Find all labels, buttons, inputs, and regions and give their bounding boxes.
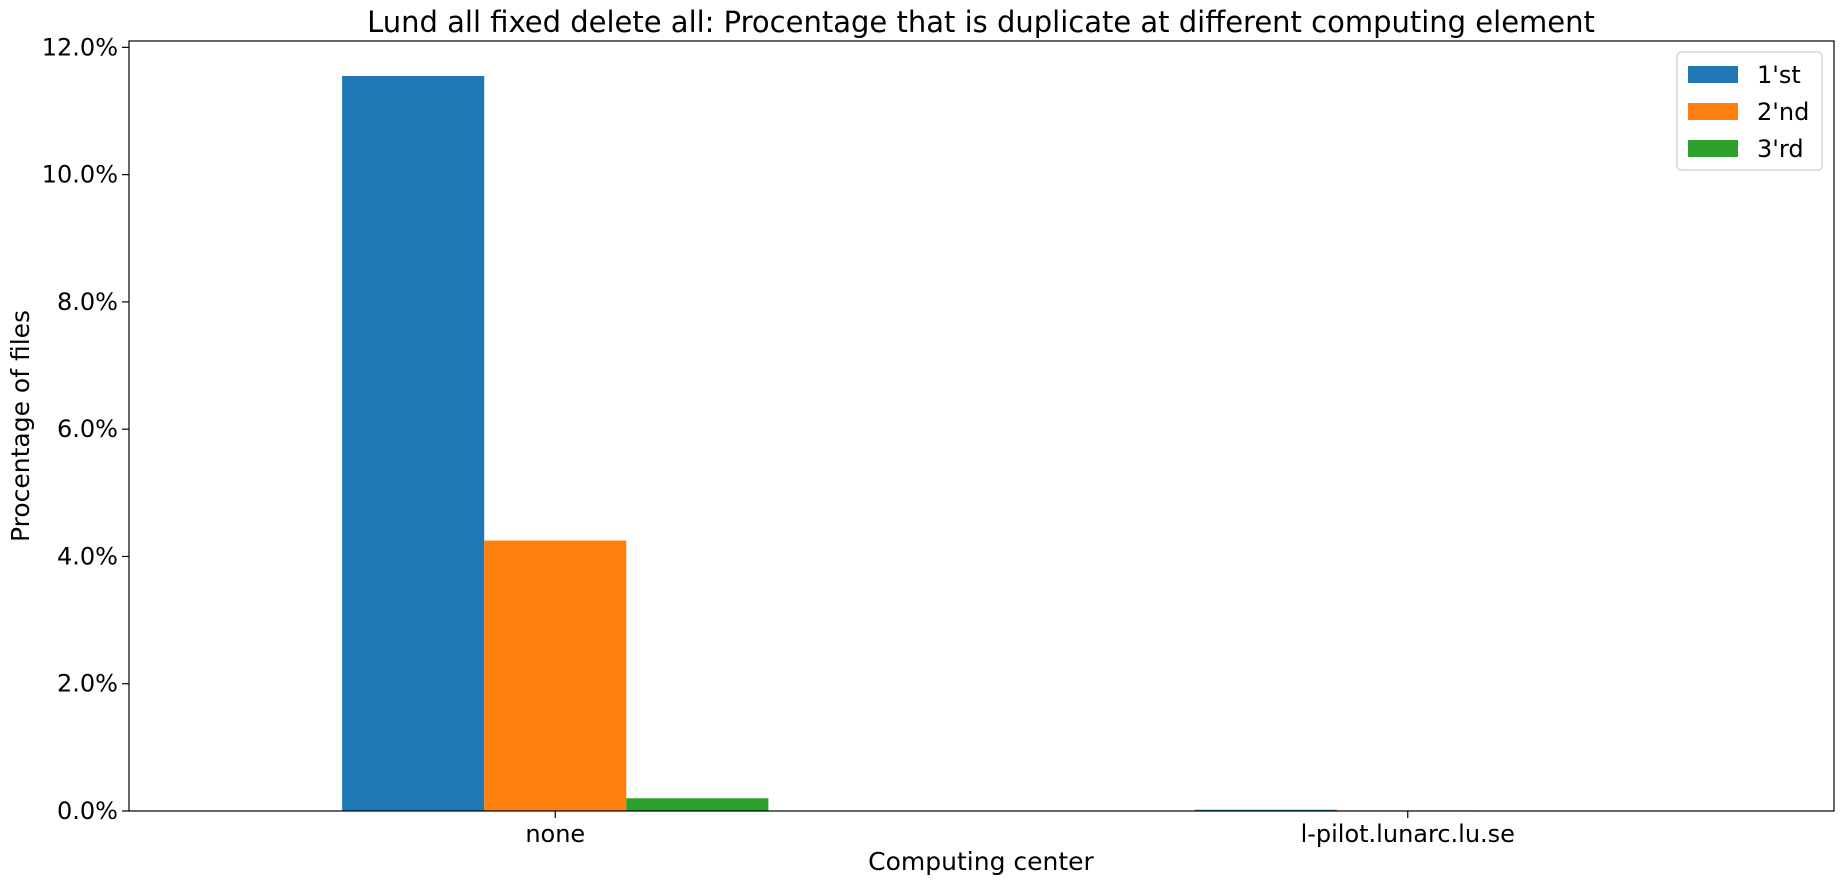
bar-1-0 — [484, 540, 627, 811]
legend-label-1: 2'nd — [1757, 98, 1809, 126]
bar-0-1 — [1194, 809, 1337, 811]
x-axis-label: Computing center — [868, 847, 1094, 876]
x-tick-label: l-pilot.lunarc.lu.se — [1301, 820, 1515, 848]
y-tick-label: 10.0% — [42, 161, 118, 189]
plot-frame — [128, 40, 1835, 812]
legend-label-2: 3'rd — [1757, 135, 1804, 163]
legend-swatch-0 — [1688, 66, 1738, 83]
y-axis: 0.0% 2.0% 4.0% 6.0% 8.0% 10.0% 12.0% — [42, 33, 129, 825]
x-axis: none l-pilot.lunarc.lu.se — [525, 811, 1515, 848]
y-tick-label: 12.0% — [42, 33, 118, 61]
y-tick-label: 4.0% — [57, 542, 118, 570]
chart-title: Lund all fixed delete all: Procentage th… — [367, 5, 1595, 39]
x-tick-label: none — [525, 820, 585, 848]
y-tick-label: 0.0% — [57, 797, 118, 825]
bars-group — [342, 76, 1479, 811]
legend: 1'st 2'nd 3'rd — [1676, 51, 1823, 171]
bar-0-0 — [342, 76, 485, 811]
legend-swatch-2 — [1688, 140, 1738, 157]
y-tick-label: 6.0% — [57, 415, 118, 443]
y-tick-label: 2.0% — [57, 670, 118, 698]
legend-swatch-1 — [1688, 103, 1738, 120]
y-tick-label: 8.0% — [57, 288, 118, 316]
y-axis-label: Procentage of files — [6, 310, 35, 542]
legend-label-0: 1'st — [1757, 61, 1801, 89]
bar-2-0 — [626, 798, 769, 811]
